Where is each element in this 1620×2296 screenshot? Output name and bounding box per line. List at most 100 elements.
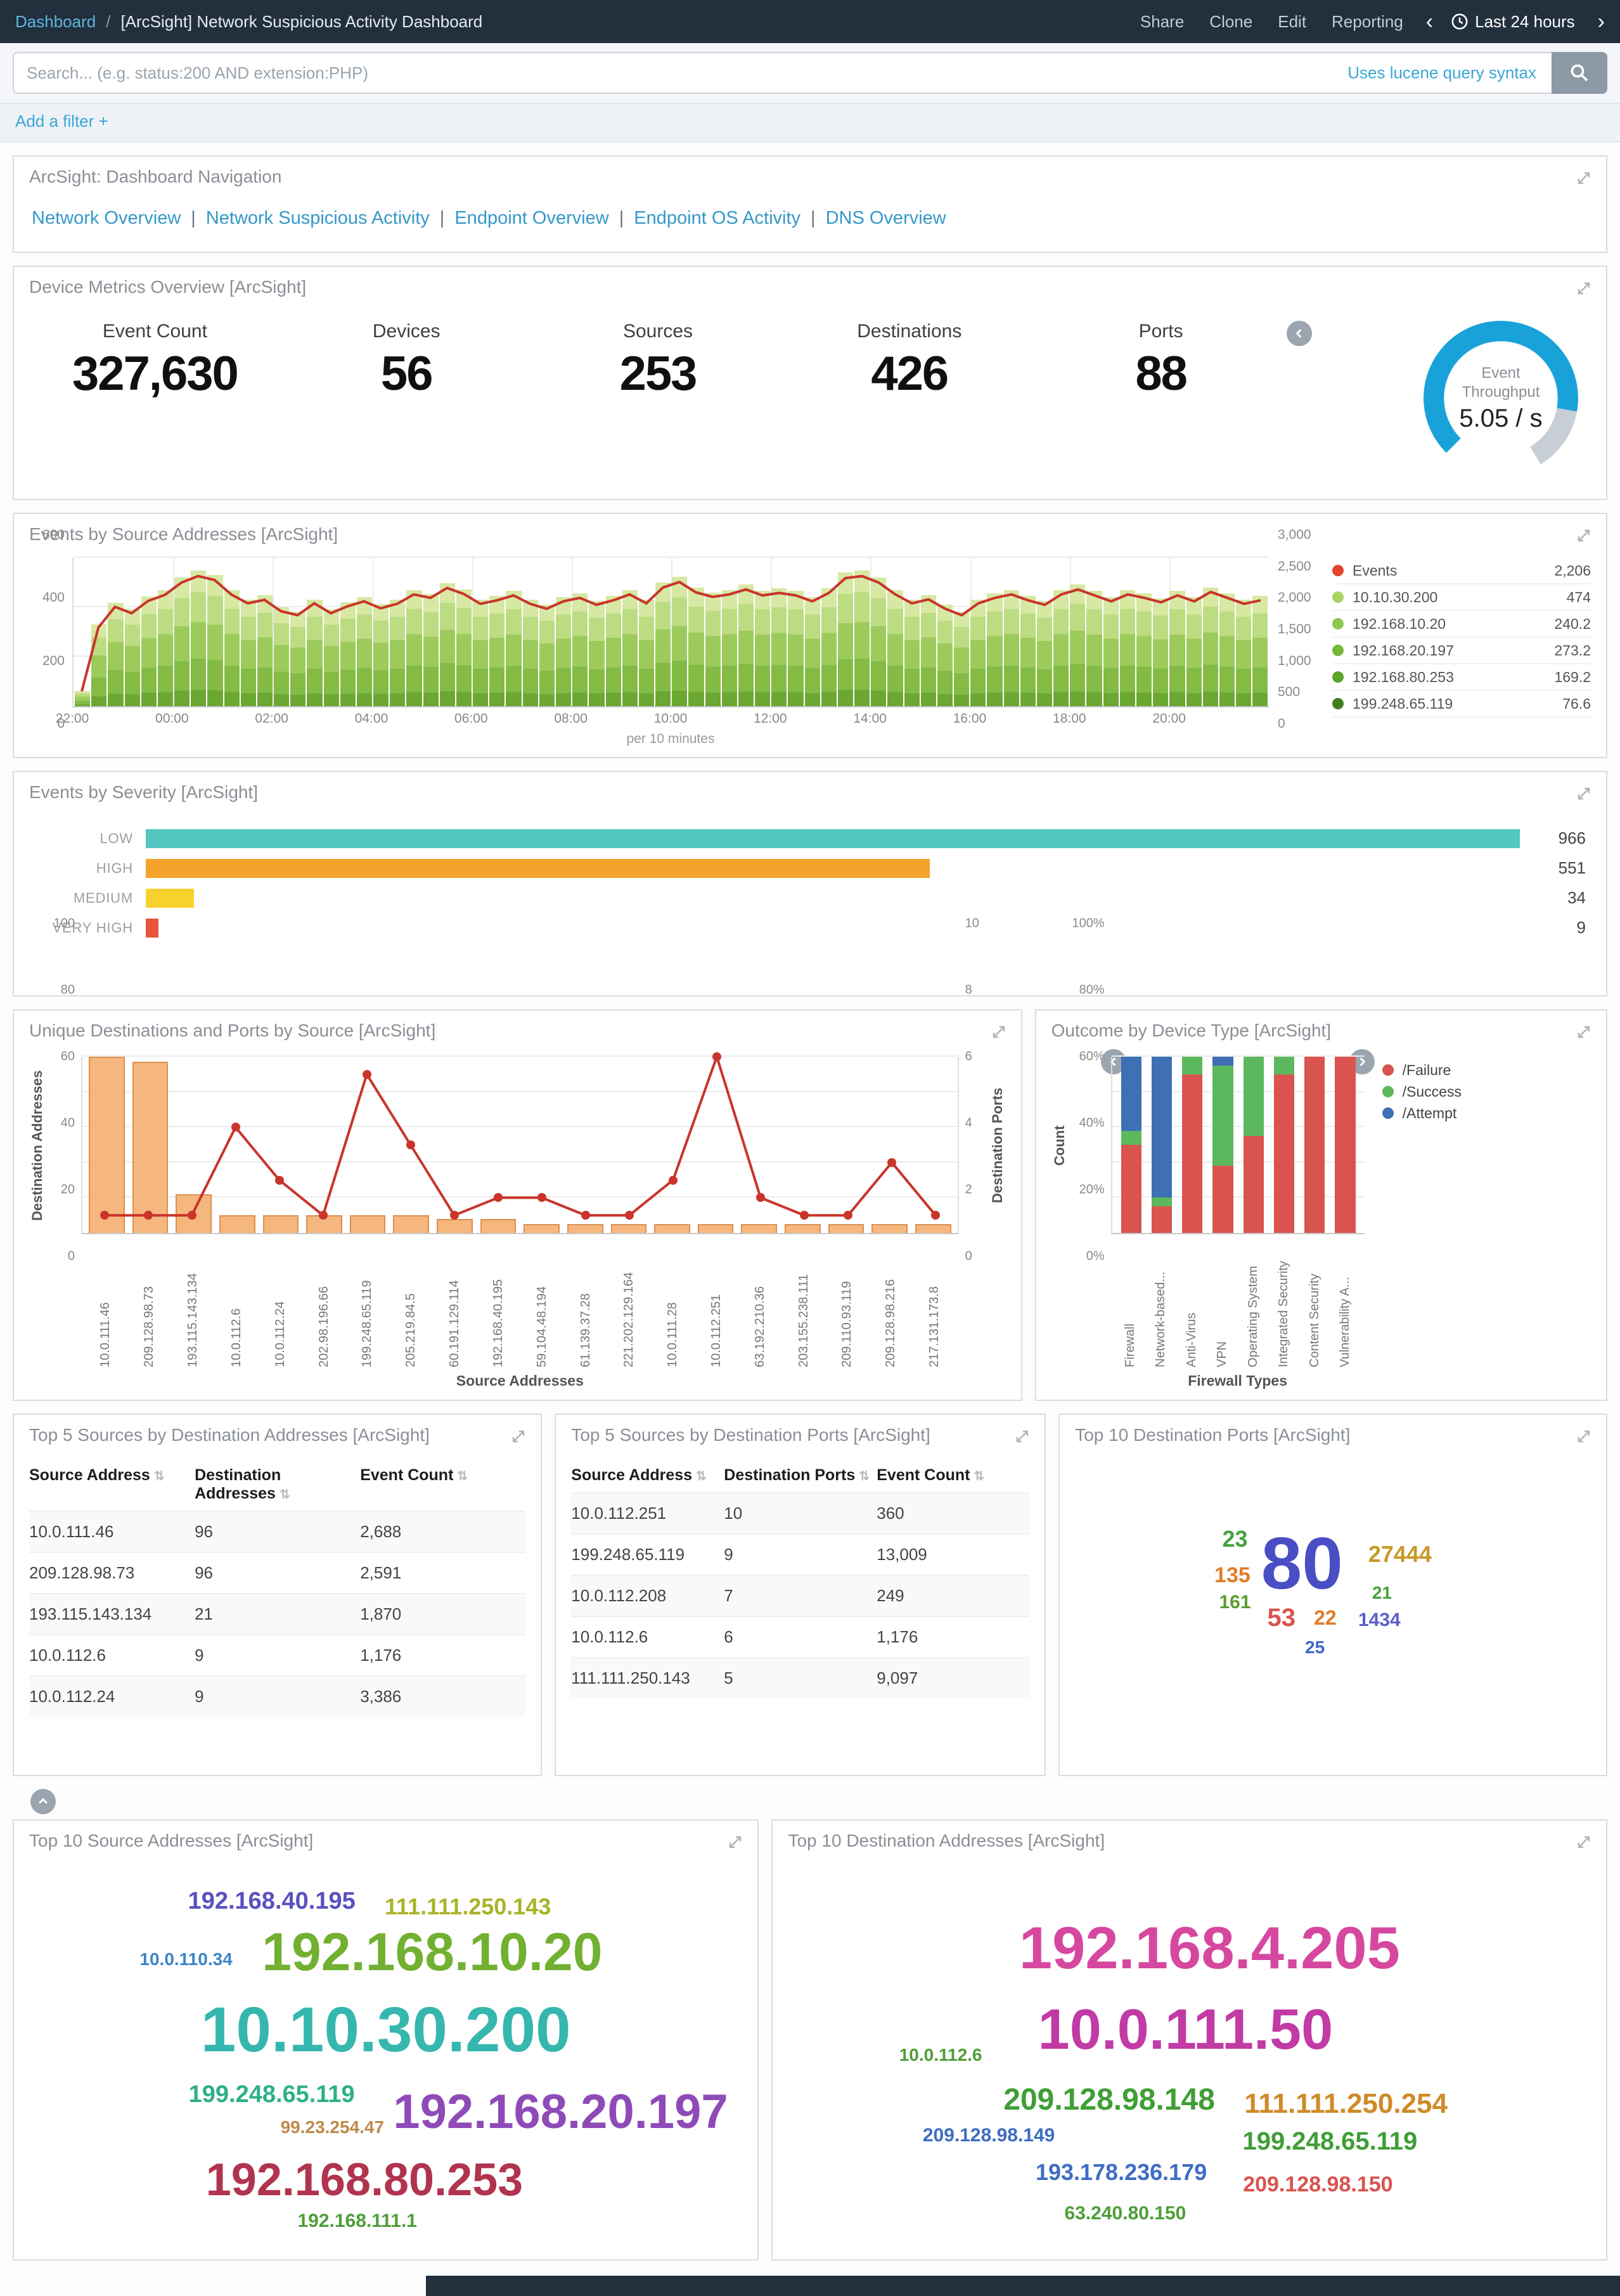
nav-link[interactable]: Network Suspicious Activity [205,208,430,228]
tag-cloud-item[interactable]: 199.248.65.119 [1242,2127,1418,2155]
tag-cloud-item[interactable]: 10.0.110.34 [139,1949,233,1970]
tag-cloud-item[interactable]: 192.168.20.197 [393,2084,728,2139]
collapse-up-button[interactable] [30,1789,56,1814]
expand-icon[interactable] [511,1425,525,1448]
column-header[interactable]: Source Address ⇅ [571,1466,707,1484]
column-header[interactable]: Source Address ⇅ [29,1466,165,1484]
expand-icon[interactable] [1577,277,1591,300]
sort-icon[interactable]: ⇅ [279,1488,290,1502]
table-row[interactable]: 10.0.112.24 9 3,386 [29,1675,526,1717]
tag-cloud-item[interactable]: 135 [1214,1563,1250,1587]
table-row[interactable]: 10.0.111.46 96 2,688 [29,1511,526,1552]
expand-icon[interactable] [1015,1425,1029,1448]
expand-icon[interactable] [1577,1021,1591,1044]
expand-icon[interactable] [1577,167,1591,190]
expand-icon[interactable] [1577,524,1591,548]
tag-cloud-item[interactable]: 80 [1261,1521,1343,1604]
page-title: [ArcSight] Network Suspicious Activity D… [120,11,483,31]
tag-cloud-item[interactable]: 10.0.111.50 [1038,1998,1334,2062]
sort-icon[interactable]: ⇅ [974,1469,985,1483]
tag-cloud-item[interactable]: 209.128.98.149 [922,2124,1055,2146]
tag-cloud-item[interactable]: 111.111.250.143 [385,1893,551,1920]
nav-link[interactable]: DNS Overview [825,208,946,228]
line-point [449,1211,459,1220]
expand-icon[interactable] [1577,1831,1591,1854]
expand-icon[interactable] [728,1831,742,1854]
legend-item[interactable]: 192.168.20.197 273.2 [1332,638,1591,664]
tag-cloud-item[interactable]: 192.168.10.20 [262,1922,603,1982]
tag-cloud-item[interactable]: 21 [1372,1583,1392,1603]
tag-cloud-item[interactable]: 23 [1222,1525,1248,1552]
expand-icon[interactable] [992,1021,1006,1044]
legend-item[interactable]: /Failure [1382,1059,1462,1081]
tag-cloud-item[interactable]: 1434 [1358,1609,1401,1631]
legend-item[interactable]: Events 2,206 [1332,558,1591,584]
severity-value: 9 [1576,918,1586,937]
table-row[interactable]: 10.0.112.6 6 1,176 [571,1616,1030,1658]
tag-cloud-item[interactable]: 209.128.98.150 [1243,2172,1393,2196]
tag-cloud-item[interactable]: 192.168.4.205 [1019,1914,1400,1981]
search-button[interactable] [1552,52,1607,94]
share-button[interactable]: Share [1140,11,1185,31]
clone-button[interactable]: Clone [1209,11,1253,31]
sort-icon[interactable]: ⇅ [696,1469,707,1483]
search-input[interactable] [13,52,1552,94]
tag-cloud-item[interactable]: 161 [1219,1591,1251,1613]
time-forward-button[interactable]: › [1597,10,1605,34]
table-row[interactable]: 10.0.112.251 10 360 [571,1492,1030,1534]
table-cell: 9 [195,1675,361,1717]
axis-tick-label: 20 [60,1182,75,1197]
legend-item[interactable]: 192.168.80.253 169.2 [1332,664,1591,691]
nav-link[interactable]: Endpoint Overview [454,208,609,228]
edit-button[interactable]: Edit [1278,11,1307,31]
table-row[interactable]: 10.0.112.6 9 1,176 [29,1634,526,1676]
tag-cloud-item[interactable]: 193.178.236.179 [1035,2159,1207,2186]
tag-cloud-item[interactable]: 25 [1305,1637,1325,1658]
add-filter-link[interactable]: Add a filter + [15,112,108,131]
table-row[interactable]: 209.128.98.73 96 2,591 [29,1552,526,1594]
table-row[interactable]: 10.0.112.208 7 249 [571,1575,1030,1616]
sort-icon[interactable]: ⇅ [457,1469,468,1483]
bottom-panel-edge [426,2276,1620,2296]
legend-item[interactable]: /Attempt [1382,1102,1462,1124]
carousel-prev-button[interactable] [1287,321,1312,346]
legend-item[interactable]: /Success [1382,1081,1462,1102]
sort-icon[interactable]: ⇅ [859,1469,870,1483]
legend-item[interactable]: 192.168.10.20 240.2 [1332,611,1591,638]
time-picker-button[interactable]: Last 24 hours [1451,12,1575,32]
tag-cloud-item[interactable]: 192.168.111.1 [297,2210,417,2232]
column-header[interactable]: Event Count ⇅ [877,1466,985,1484]
tag-cloud-item[interactable]: 27444 [1368,1540,1432,1567]
tag-cloud-item[interactable]: 53 [1267,1603,1295,1632]
table-row[interactable]: 111.111.250.143 5 9,097 [571,1657,1030,1698]
tag-cloud-item[interactable]: 63.240.80.150 [1064,2202,1186,2224]
column-header[interactable]: Destination Addresses ⇅ [195,1466,290,1502]
sort-icon[interactable]: ⇅ [153,1469,165,1483]
time-back-button[interactable]: ‹ [1425,10,1434,34]
nav-link[interactable]: Endpoint OS Activity [634,208,801,228]
column-header[interactable]: Destination Ports ⇅ [724,1466,870,1484]
breadcrumb-dashboard-link[interactable]: Dashboard [15,11,96,31]
tag-cloud-item[interactable]: 22 [1314,1606,1337,1629]
legend-item[interactable]: 10.10.30.200 474 [1332,584,1591,611]
expand-icon[interactable] [1577,1425,1591,1448]
tag-cloud-item[interactable]: 99.23.254.47 [280,2117,385,2138]
table-cell: 9 [724,1533,877,1575]
table-row[interactable]: 199.248.65.119 9 13,009 [571,1533,1030,1575]
legend-label: /Failure [1402,1061,1451,1078]
expand-icon[interactable] [1577,782,1591,806]
tag-cloud-item[interactable]: 10.10.30.200 [200,1994,571,2066]
nav-link[interactable]: Network Overview [32,208,181,228]
table-row[interactable]: 193.115.143.134 21 1,870 [29,1593,526,1635]
tag-cloud-item[interactable]: 192.168.80.253 [205,2155,524,2206]
tag-cloud-item[interactable]: 111.111.250.254 [1244,2088,1448,2120]
tag-cloud-item[interactable]: 10.0.112.6 [899,2045,982,2065]
tag-cloud-item[interactable]: 209.128.98.148 [1003,2083,1215,2117]
column-header[interactable]: Event Count ⇅ [360,1466,468,1484]
legend-dot [1332,698,1344,709]
tag-cloud-item[interactable]: 199.248.65.119 [188,2080,355,2108]
reporting-button[interactable]: Reporting [1332,11,1403,31]
legend-item[interactable]: 199.248.65.119 76.6 [1332,691,1591,718]
lucene-syntax-link[interactable]: Uses lucene query syntax [1347,63,1536,82]
tag-cloud-item[interactable]: 192.168.40.195 [188,1887,356,1914]
